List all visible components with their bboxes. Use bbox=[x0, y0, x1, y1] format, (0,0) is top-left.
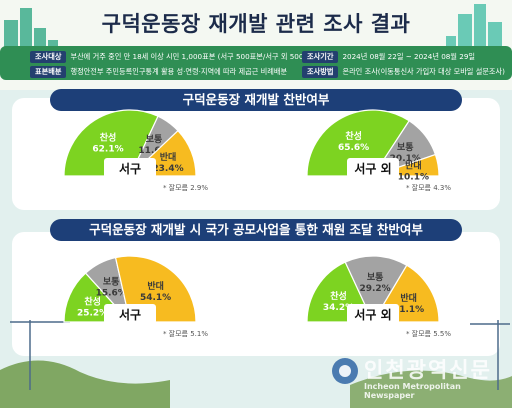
slice-label-2-2: 반대 bbox=[147, 280, 164, 292]
center-label-bg-3 bbox=[347, 304, 399, 324]
section-2-title-bar bbox=[50, 219, 462, 241]
slice-label-3-0: 찬성 bbox=[330, 290, 347, 302]
center-label-3: 서구 외 bbox=[354, 307, 391, 322]
info-text: 2024년 08월 22일 ~ 2024년 08월 29일 bbox=[342, 52, 476, 61]
center-label-0: 서구 bbox=[119, 161, 141, 176]
slice-label-0-0: 찬성 bbox=[100, 132, 117, 144]
info-tag: 표본배분 bbox=[30, 66, 67, 78]
slice-value-3-1: 29.2% bbox=[359, 284, 390, 294]
slice-label-2-0: 찬성 bbox=[84, 295, 101, 307]
center-label-bg-2 bbox=[104, 304, 156, 324]
slice-label-1-1: 보통 bbox=[397, 142, 414, 153]
info-tag: 조사방법 bbox=[302, 66, 339, 78]
slice-label-3-2: 반대 bbox=[400, 292, 417, 304]
slice-value-0-1: 11.6% bbox=[138, 146, 169, 156]
info-row-period: 조사기간 2024년 08월 22일 ~ 2024년 08월 29일 bbox=[302, 51, 475, 65]
slice-value-0-2: 23.4% bbox=[152, 164, 183, 174]
info-tag: 조사기간 bbox=[302, 51, 339, 63]
slice-label-0-2: 반대 bbox=[160, 151, 177, 163]
section-1-title: 구덕운동장 재개발 찬반여부 bbox=[182, 92, 330, 107]
page-title: 구덕운동장 재개발 관련 조사 결과 bbox=[101, 12, 411, 36]
unknown-note-2: * 잘모름 5.1% bbox=[163, 330, 208, 338]
info-text: 부산에 거주 중인 만 18세 이상 시민 1,000표본 (서구 500표본/… bbox=[70, 52, 320, 61]
watermark-name: 인천광역신문 bbox=[364, 358, 492, 382]
slice-value-1-1: 20.1% bbox=[390, 154, 421, 164]
slice-label-3-1: 보통 bbox=[367, 272, 384, 283]
unknown-note-1: * 잘모름 4.3% bbox=[406, 184, 451, 192]
slice-label-2-1: 보통 bbox=[103, 277, 120, 288]
slice-label-1-2: 반대 bbox=[405, 159, 422, 171]
unknown-note-3: * 잘모름 5.5% bbox=[406, 330, 451, 338]
header-decoration bbox=[0, 4, 512, 80]
unknown-note-0: * 잘모름 2.9% bbox=[163, 184, 208, 192]
slice-value-3-2: 31.1% bbox=[393, 305, 424, 315]
slice-value-2-1: 15.6% bbox=[96, 289, 127, 299]
slice-label-0-1: 보통 bbox=[146, 134, 163, 145]
center-label-1: 서구 외 bbox=[354, 161, 391, 176]
slice-value-1-2: 10.1% bbox=[398, 172, 429, 182]
center-label-bg-0 bbox=[104, 158, 156, 178]
info-row-sampling: 표본배분 행정안전부 주민등록인구통계 활용 성·연령·지역에 따라 제곱근 비례… bbox=[30, 66, 287, 80]
center-label-2: 서구 bbox=[119, 307, 141, 322]
section-2-title: 구덕운동장 재개발 시 국가 공모사업을 통한 재원 조달 찬반여부 bbox=[89, 222, 423, 237]
watermark: 인천광역신문 Incheon Metropolitan Newspaper bbox=[330, 352, 512, 408]
slice-label-1-0: 찬성 bbox=[345, 130, 362, 142]
slice-value-3-0: 34.2% bbox=[323, 303, 354, 313]
info-row-target: 조사대상 부산에 거주 중인 만 18세 이상 시민 1,000표본 (서구 50… bbox=[30, 51, 319, 65]
watermark-sub: Incheon Metropolitan Newspaper bbox=[364, 382, 461, 400]
slice-value-1-0: 65.6% bbox=[338, 143, 369, 153]
pie-slice-3-1 bbox=[344, 255, 408, 324]
center-label-bg-1 bbox=[347, 158, 399, 178]
logo-icon bbox=[332, 358, 358, 384]
slice-value-2-0: 25.2% bbox=[77, 308, 108, 318]
info-text: 행정안전부 주민등록인구통계 활용 성·연령·지역에 따라 제곱근 비례배분 bbox=[70, 67, 288, 76]
slice-value-2-2: 54.1% bbox=[140, 293, 171, 303]
slice-value-0-0: 62.1% bbox=[92, 145, 123, 155]
info-text: 온라인 조사(이동통신사 가입자 대상 모바일 설문조사) bbox=[342, 67, 505, 76]
info-tag: 조사대상 bbox=[30, 51, 67, 63]
section-1-title-bar bbox=[50, 89, 462, 111]
info-row-method: 조사방법 온라인 조사(이동통신사 가입자 대상 모바일 설문조사) bbox=[302, 66, 505, 80]
